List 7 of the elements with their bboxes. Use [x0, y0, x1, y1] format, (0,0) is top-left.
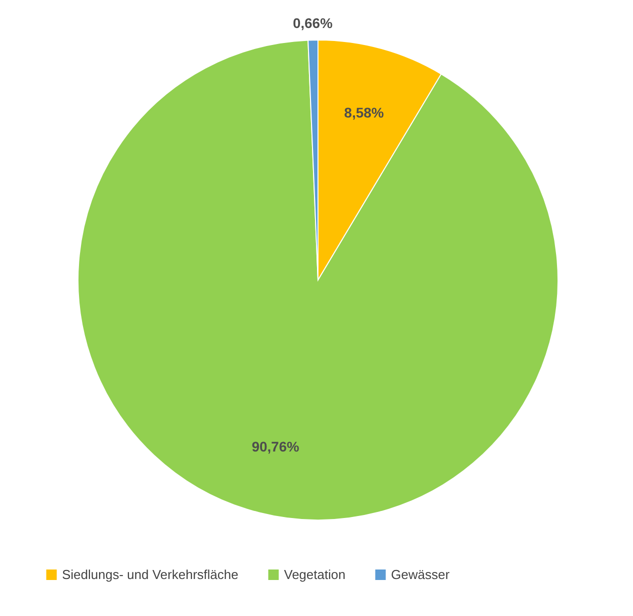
legend-label: Gewässer: [391, 566, 450, 582]
pie-slice: [78, 40, 558, 520]
data-label: 90,76%: [252, 438, 300, 454]
legend-label: Siedlungs- und Verkehrsfläche: [62, 566, 238, 582]
data-label: 8,58%: [344, 104, 384, 120]
legend-label: Vegetation: [284, 566, 346, 582]
data-label: 0,66%: [292, 15, 334, 32]
